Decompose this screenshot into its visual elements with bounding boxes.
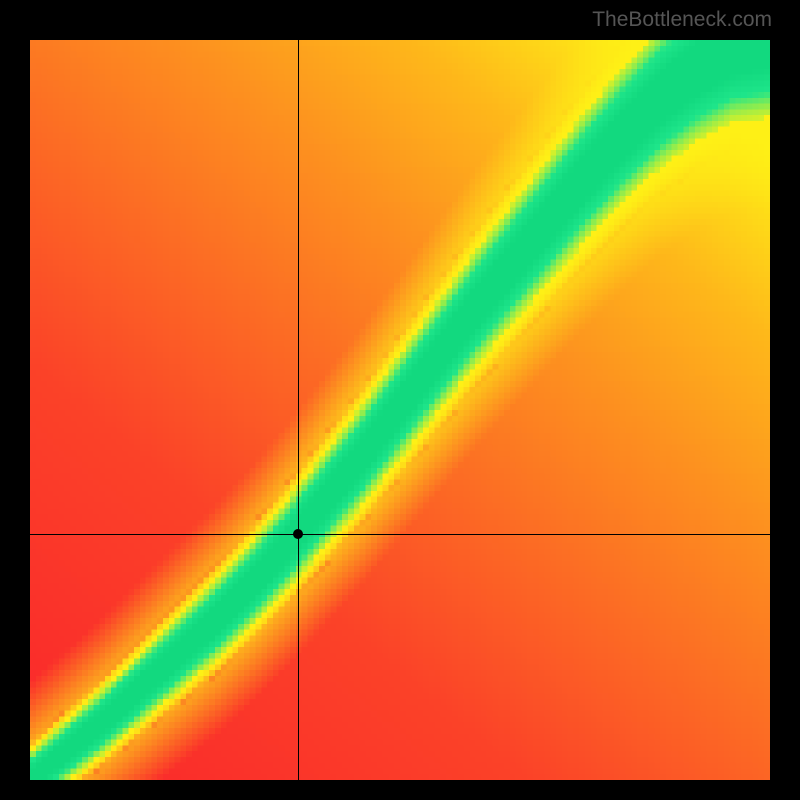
data-point-marker [293, 529, 303, 539]
bottleneck-heatmap [30, 40, 770, 780]
crosshair-horizontal [30, 534, 770, 535]
heatmap-canvas [30, 40, 770, 780]
crosshair-vertical [298, 40, 299, 780]
watermark: TheBottleneck.com [592, 8, 772, 32]
